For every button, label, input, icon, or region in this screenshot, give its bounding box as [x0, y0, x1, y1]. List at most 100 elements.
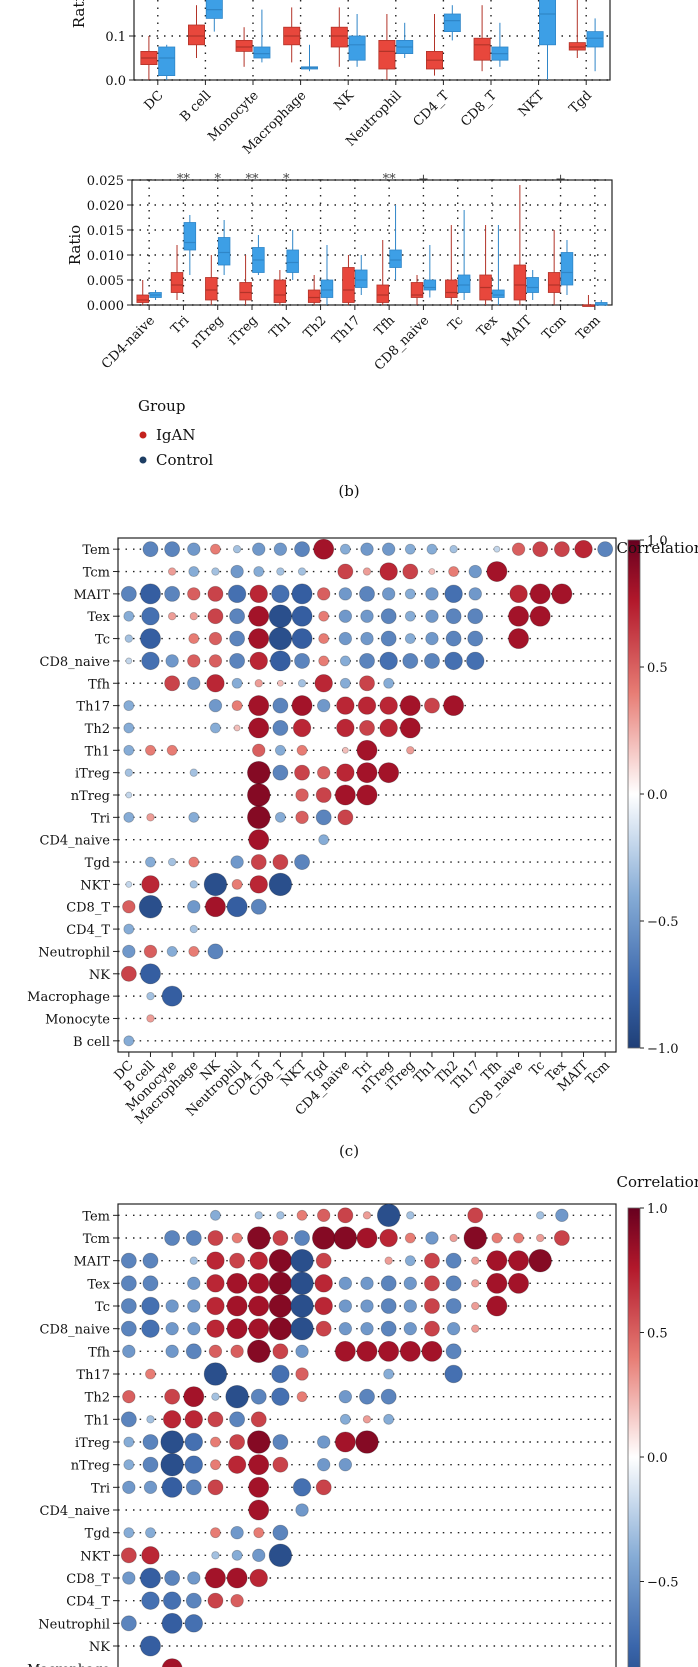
box-control [320, 279, 334, 298]
correlation-dot [123, 1459, 135, 1471]
correlation-dot [339, 1413, 351, 1425]
correlation-dot [208, 1344, 223, 1359]
legend-title: Group [138, 397, 185, 415]
correlation-dot [532, 541, 549, 558]
correlation-dot [124, 768, 133, 777]
correlation-dot [231, 1232, 243, 1244]
correlation-dot [248, 1499, 270, 1521]
correlation-dot [268, 1294, 293, 1318]
correlation-dot [290, 1248, 314, 1273]
row-label: Monocyte [45, 1012, 110, 1027]
correlation-dot [230, 1525, 244, 1540]
correlation-dot [338, 1389, 353, 1404]
correlation-dot [166, 946, 178, 957]
row-label: Tc [95, 1300, 110, 1315]
significance-mark: * [214, 172, 221, 187]
correlation-dot [424, 1320, 440, 1337]
correlation-dot [356, 739, 378, 761]
correlation-dot [252, 743, 266, 757]
correlation-dot [528, 1248, 552, 1273]
correlation-dot [249, 584, 268, 604]
correlation-dot [443, 695, 465, 717]
row-label: nTreg [71, 1459, 110, 1474]
correlation-dot [250, 854, 267, 870]
correlation-dot [125, 657, 133, 665]
correlation-dot [404, 588, 416, 600]
correlation-dot [248, 1476, 270, 1498]
correlation-dot [292, 1478, 312, 1497]
correlation-dot [162, 1410, 182, 1429]
legend-item-control: Control [156, 451, 213, 469]
correlation-dot [291, 695, 313, 717]
correlation-dot [187, 542, 201, 556]
correlation-dot [362, 1415, 372, 1424]
correlation-dot [290, 1316, 314, 1341]
correlation-dot [230, 564, 244, 579]
correlation-dot [268, 626, 293, 651]
correlation-dot [210, 1527, 221, 1539]
row-label: Th2 [85, 1391, 110, 1406]
correlation-dot [229, 652, 246, 669]
colorbar-title: Correlation [617, 1173, 698, 1191]
correlation-dot [383, 1368, 395, 1380]
correlation-dot [146, 813, 155, 822]
significance-mark: – [489, 172, 496, 187]
correlation-dot [383, 1413, 395, 1425]
correlation-dot [294, 764, 310, 781]
correlation-dot [381, 587, 396, 601]
correlation-dot [359, 675, 375, 692]
correlation-dot [268, 1543, 293, 1568]
correlation-dot [207, 1592, 224, 1609]
correlation-dot [185, 1343, 202, 1360]
correlation-dot [295, 1367, 309, 1381]
correlation-dot [356, 1340, 378, 1362]
correlation-dot [339, 655, 351, 667]
correlation-dot [162, 1591, 182, 1610]
correlation-dot [406, 1211, 415, 1220]
correlation-dot [143, 1480, 158, 1495]
correlation-dot [185, 1592, 202, 1609]
correlation-dot [207, 1230, 224, 1246]
correlation-dot [122, 1344, 136, 1359]
correlation-dot [210, 1436, 221, 1448]
x-tick-label: Th17 [329, 313, 363, 347]
correlation-dot [446, 1321, 461, 1336]
correlation-dot [252, 1548, 266, 1563]
correlation-dot [508, 605, 530, 627]
correlation-dot [253, 1527, 265, 1539]
correlation-dot [399, 717, 421, 739]
correlation-dot [359, 585, 375, 602]
box-igan [547, 272, 561, 293]
correlation-dot [360, 542, 374, 556]
correlation-dot [184, 1455, 203, 1474]
correlation-dot [230, 1344, 244, 1359]
correlation-dot [468, 564, 482, 579]
correlation-dot [402, 563, 419, 580]
correlation-dot [229, 1411, 246, 1428]
box-igan [445, 279, 458, 298]
boxplot-middle: Ratio 0.000 0.005 0.010 0.015 0.020 0.025 CD4-… [66, 172, 613, 374]
correlation-dot [359, 720, 375, 736]
correlation-dot [425, 1231, 439, 1245]
correlation-dot [141, 607, 160, 626]
correlation-dot [231, 878, 243, 890]
correlation-dot [294, 1230, 310, 1246]
correlation-dot [376, 1203, 401, 1228]
correlation-dot [402, 652, 419, 669]
box-igan [170, 272, 184, 293]
correlation-dot [187, 1299, 201, 1313]
correlation-dot [226, 896, 248, 918]
x-tick-label: iTreg [225, 313, 260, 348]
correlation-dot [206, 674, 225, 693]
correlation-dot [211, 1551, 220, 1560]
colorbar-tick-label: 1.0 [647, 534, 668, 549]
correlation-dot [553, 541, 570, 558]
correlation-dot [227, 584, 247, 604]
correlation-dot [231, 677, 243, 689]
correlation-dot [448, 566, 460, 577]
correlation-dot [337, 809, 354, 826]
correlation-dot [426, 543, 438, 555]
correlation-dot [271, 1364, 290, 1384]
correlation-dot [315, 809, 332, 826]
correlation-dot [468, 587, 482, 601]
